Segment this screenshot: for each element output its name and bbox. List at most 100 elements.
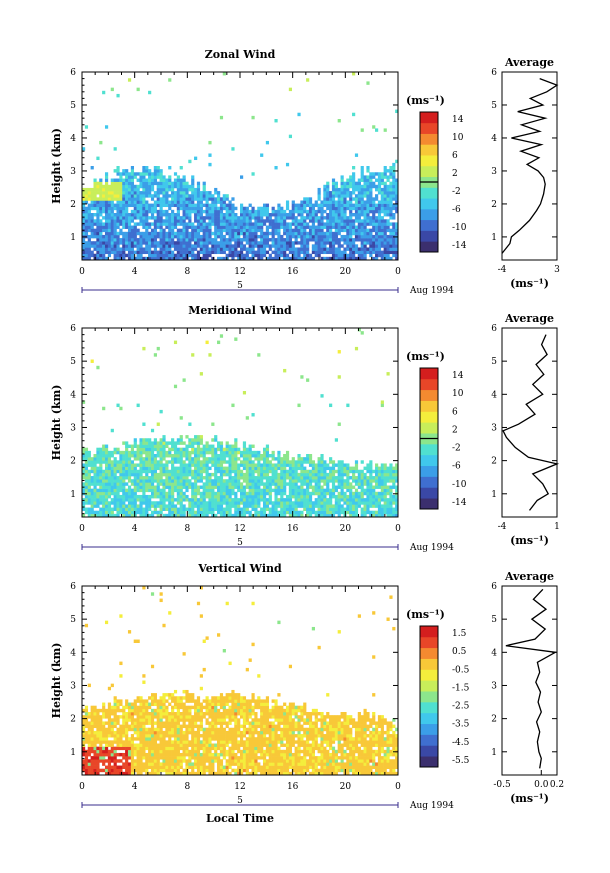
colorbar-swatch <box>420 133 438 145</box>
x-tick-label: 12 <box>234 267 245 277</box>
colorbar-swatch <box>420 155 438 167</box>
x-tick-label: 20 <box>340 267 352 277</box>
colorbar-swatch <box>420 723 438 735</box>
y-tick-label: 5 <box>70 101 76 111</box>
colorbar-swatch <box>420 476 438 488</box>
y-tick-label: 6 <box>70 324 76 334</box>
colorbar-swatch <box>420 443 438 456</box>
profile-y-tick-label: 3 <box>491 167 497 177</box>
x-tick-label: 0 <box>395 267 401 277</box>
colorbar-swatch <box>420 734 438 746</box>
y-tick-label: 5 <box>70 357 76 367</box>
x-tick-label: 0 <box>79 524 85 534</box>
colorbar-unit: (ms⁻¹) <box>406 350 445 363</box>
profile-x-tick-label: -4 <box>498 265 507 275</box>
profile-x-tick-label: 0.2 <box>550 780 564 790</box>
colorbar-swatch <box>420 658 438 670</box>
profile-line <box>501 77 559 254</box>
heatmap-field <box>82 72 399 261</box>
profile-x-label: (ms⁻¹) <box>510 792 549 805</box>
colorbar-tick-label: -2 <box>452 444 461 454</box>
profile-x-tick-label: 0.0 <box>534 780 549 790</box>
profile-y-tick-label: 5 <box>491 357 497 367</box>
profile-y-tick-label: 3 <box>491 423 497 433</box>
y-tick-label: 2 <box>70 457 76 467</box>
y-tick-label: 6 <box>70 68 76 78</box>
colorbar-swatch <box>420 378 438 391</box>
y-tick-label: 2 <box>70 200 76 210</box>
profile-y-tick-label: 4 <box>491 390 497 400</box>
colorbar-frame <box>419 625 439 768</box>
colorbar-swatch <box>420 701 438 714</box>
average-profile: Average 1 2 3 4 5 6 -4 1 (ms⁻¹) <box>491 312 560 547</box>
colorbar-tick-label: -10 <box>452 480 467 490</box>
profile-x-label: (ms⁻¹) <box>510 277 549 290</box>
y-tick-label: 5 <box>70 615 76 625</box>
colorbar-swatch <box>420 498 438 510</box>
y-axis-label: Height (km) <box>50 385 63 461</box>
colorbar-tick-label: 10 <box>452 389 464 399</box>
colorbar: 14 10 6 2 -2 -6 -10 -14 <box>419 367 467 510</box>
x-tick-label: 0 <box>395 524 401 534</box>
colorbar-swatch <box>420 187 438 199</box>
profile-line <box>502 334 560 511</box>
colorbar-swatch <box>420 454 438 467</box>
profile-y-tick-label: 4 <box>491 134 497 144</box>
colorbar-tick-label: -3.5 <box>452 720 470 730</box>
profile-y-tick-label: 1 <box>491 490 497 500</box>
colorbar-swatch <box>420 669 438 681</box>
panel-title: Meridional Wind <box>188 304 292 317</box>
colorbar-swatch <box>420 241 438 253</box>
x-tick-label: 20 <box>340 782 352 792</box>
colorbar-swatch <box>420 122 438 134</box>
profile-y-tick-label: 6 <box>491 324 497 334</box>
profile-x-tick-label: 3 <box>554 265 560 275</box>
colorbar-swatch <box>420 400 438 412</box>
colorbar: 14 10 6 2 -2 -6 -10 -14 <box>419 111 467 253</box>
colorbar-tick-label: 6 <box>452 151 458 161</box>
profile-y-tick-label: 5 <box>491 615 497 625</box>
profile-y-tick-label: 6 <box>491 582 497 592</box>
profile-x-label: (ms⁻¹) <box>510 534 549 547</box>
colorbar-tick-label: -2 <box>452 187 461 197</box>
x-tick-label: 20 <box>340 524 352 534</box>
x-axis-label: Local Time <box>206 812 274 825</box>
x-tick-label: 4 <box>132 524 138 534</box>
colorbar-tick-label: -6 <box>452 462 461 472</box>
average-profile: Average 1 2 3 4 5 6 -0.5 0.0 0.2(ms⁻¹) <box>491 570 564 805</box>
x-tick-label: 4 <box>132 782 138 792</box>
profile-y-tick-label: 1 <box>491 748 497 758</box>
y-tick-label: 2 <box>70 715 76 725</box>
profile-y-tick-label: 4 <box>491 648 497 658</box>
x-tick-label: 4 <box>132 267 138 277</box>
colorbar: 1.5 0.5 -0.5 -1.5 -2.5 -3.5 -4.5 -5.5 <box>419 625 470 768</box>
y-tick-label: 4 <box>70 390 76 400</box>
date-label: Aug 1994 <box>409 801 454 811</box>
colorbar-tick-label: -5.5 <box>452 756 470 766</box>
date-label: Aug 1994 <box>409 286 454 296</box>
y-tick-label: 3 <box>70 681 76 691</box>
colorbar-swatch <box>420 680 438 692</box>
colorbar-swatch <box>420 112 438 124</box>
y-tick-label: 1 <box>70 490 76 500</box>
y-tick-label: 4 <box>70 134 76 144</box>
profile-title: Average <box>504 56 554 69</box>
panel-title: Vertical Wind <box>197 562 282 575</box>
x-tick-label: 8 <box>184 524 190 534</box>
colorbar-unit: (ms⁻¹) <box>406 94 445 107</box>
colorbar-swatch <box>420 389 438 401</box>
colorbar-unit: (ms⁻¹) <box>406 608 445 621</box>
colorbar-swatch <box>420 691 438 703</box>
profile-y-tick-label: 5 <box>491 101 497 111</box>
colorbar-swatch <box>420 756 438 768</box>
x-tick-label: 12 <box>234 524 245 534</box>
x-tick-label: 0 <box>79 267 85 277</box>
colorbar-swatch <box>420 465 438 477</box>
x-tick-label: 8 <box>184 267 190 277</box>
profile-line <box>505 588 558 769</box>
y-tick-label: 1 <box>70 748 76 758</box>
colorbar-tick-label: -2.5 <box>452 702 470 712</box>
colorbar-swatch <box>420 712 438 725</box>
y-tick-label: 4 <box>70 648 76 658</box>
